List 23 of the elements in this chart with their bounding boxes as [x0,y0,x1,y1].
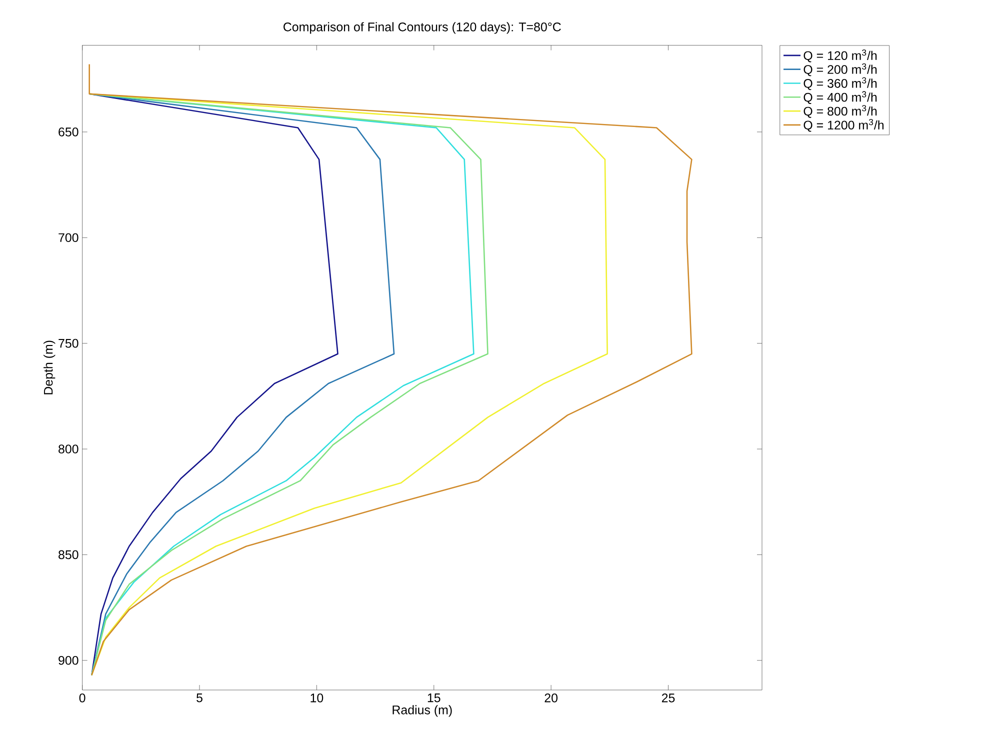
legend-label: Q = 800 m$^{3}$/h [804,105,877,118]
y-tick-label: 750 [58,338,78,348]
x-axis-title: Radius (m) [392,705,452,717]
x-tick-label: 10 [310,694,324,702]
y-axis-title: Depth (m) [44,340,56,394]
legend-label: Q = 400 m$^{3}$/h [804,91,877,104]
x-tick-label: 20 [544,694,558,702]
y-tick-label: 800 [58,444,78,454]
legend-label: Q = 120 m$^{3}$/h [804,49,877,62]
line-series [88,93,338,676]
y-tick-label: 700 [58,233,78,242]
y-tick-label: 850 [58,550,78,560]
line-series [88,64,692,676]
y-tick-label: 900 [58,656,78,665]
x-tick-label: 15 [428,694,440,702]
legend-label: Q = 1200 m$^{3}$/h [804,118,884,132]
y-tick-label: 650 [58,128,78,136]
x-tick-label: 5 [196,694,202,702]
x-tick-label: 0 [79,694,86,702]
chart-title: Comparison of Final Contours (120 days): T=80°C [284,22,561,34]
legend-label: Q = 360 m$^{3}$/h [804,77,877,90]
x-tick-label: 25 [662,694,675,702]
legend-label: Q = 200 m$^{3}$/h [804,63,877,76]
